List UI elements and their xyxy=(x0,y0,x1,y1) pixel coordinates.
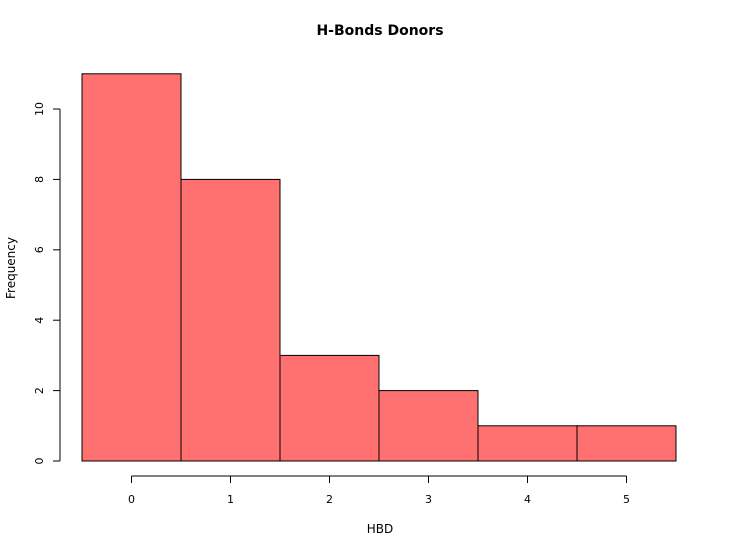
histogram-bar-5 xyxy=(576,425,677,462)
histogram-bar-1 xyxy=(180,178,281,462)
histogram-bar-4 xyxy=(477,425,578,462)
histogram-bar-2 xyxy=(279,354,380,462)
bars-group xyxy=(81,73,677,462)
x-tick-label-0: 0 xyxy=(128,493,135,506)
y-tick-label-1: 2 xyxy=(33,387,46,394)
y-tick-label-2: 4 xyxy=(33,317,46,324)
chart-title: H-Bonds Donors xyxy=(316,23,443,39)
y-tick-label-0: 0 xyxy=(33,458,46,465)
y-axis: 0 2 4 6 8 10 xyxy=(33,102,61,465)
x-tick-label-3: 3 xyxy=(425,493,432,506)
x-tick-label-2: 2 xyxy=(326,493,333,506)
x-tick-label-4: 4 xyxy=(524,493,531,506)
x-axis-label: HBD xyxy=(367,522,394,536)
y-axis-label: Frequency xyxy=(4,237,18,299)
x-axis: 0 1 2 3 4 5 xyxy=(128,475,630,506)
y-tick-label-4: 8 xyxy=(33,176,46,183)
y-tick-label-5: 10 xyxy=(33,102,46,116)
y-tick-label-3: 6 xyxy=(33,246,46,253)
x-tick-label-5: 5 xyxy=(623,493,630,506)
x-tick-label-1: 1 xyxy=(227,493,234,506)
histogram-bar-3 xyxy=(378,390,479,462)
histogram-bar-0 xyxy=(81,73,182,462)
